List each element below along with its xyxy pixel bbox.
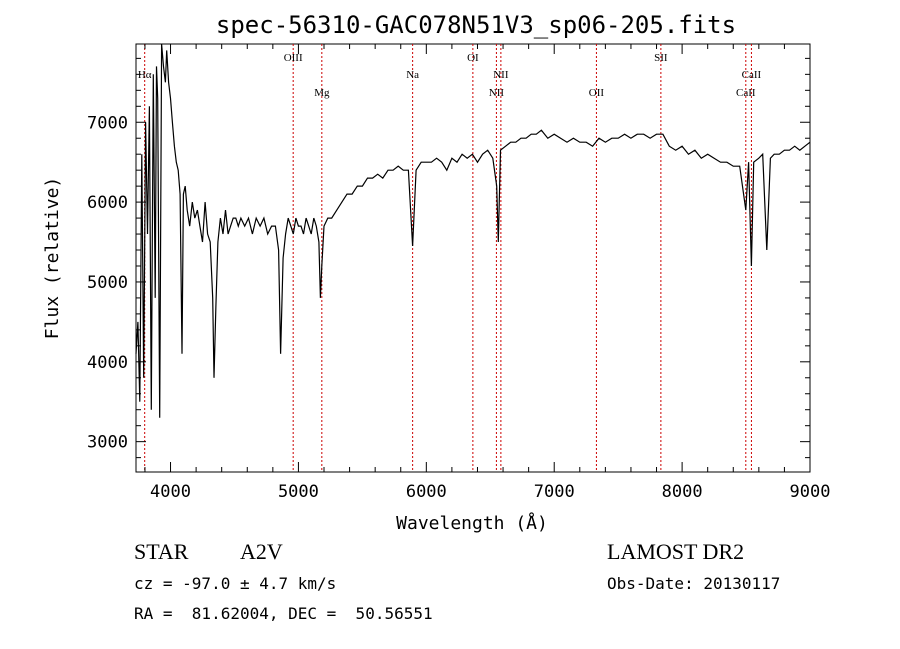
object-class: STAR (134, 539, 189, 564)
spectral-line-label: CaII (736, 87, 756, 99)
spectral-line-label: OIII (284, 52, 303, 64)
x-tick-label: 8000 (662, 482, 703, 502)
spectral-line-label: SII (654, 52, 668, 64)
object-subclass: A2V (240, 539, 283, 564)
x-tick-label: 9000 (790, 482, 831, 502)
x-tick-label: 5000 (278, 482, 319, 502)
y-tick-label: 3000 (87, 433, 128, 453)
spectral-line-label: Hα (138, 69, 152, 81)
observation-date: Obs-Date: 20130117 (607, 574, 781, 593)
spectral-line-label: Mg (314, 87, 330, 99)
y-tick-label: 6000 (87, 193, 128, 213)
spectral-line-label: CaII (742, 69, 762, 81)
spectral-line-markers: Hα OIII Mg Na OI NII NII OII SII CaII CaII (138, 44, 762, 472)
survey-name: LAMOST DR2 (607, 539, 745, 564)
sky-coordinates: RA = 81.62004, DEC = 50.56551 (134, 604, 433, 623)
axis-ticks: 4000 5000 6000 7000 8000 9000 3000 4000 5000 6000… (87, 44, 830, 502)
x-tick-label: 7000 (534, 482, 575, 502)
spectral-line-label: NII (493, 69, 509, 81)
spectral-line-label: OII (589, 87, 605, 99)
spectrum-series-line (135, 43, 811, 418)
y-axis-label: Flux (relative) (42, 177, 63, 340)
y-tick-label: 5000 (87, 273, 128, 293)
chart-title: spec-56310-GAC078N51V3_sp06-205.fits (216, 11, 736, 39)
spectral-line-label: NII (489, 87, 505, 99)
y-tick-label: 7000 (87, 113, 128, 133)
x-axis-label: Wavelength (Å) (396, 512, 548, 534)
spectral-line-label: OI (467, 52, 479, 64)
redshift-velocity: cz = -97.0 ± 4.7 km/s (134, 574, 337, 593)
spectral-line-label: Na (406, 69, 419, 81)
y-tick-label: 4000 (87, 353, 128, 373)
x-tick-label: 6000 (406, 482, 447, 502)
x-tick-label: 4000 (150, 482, 191, 502)
